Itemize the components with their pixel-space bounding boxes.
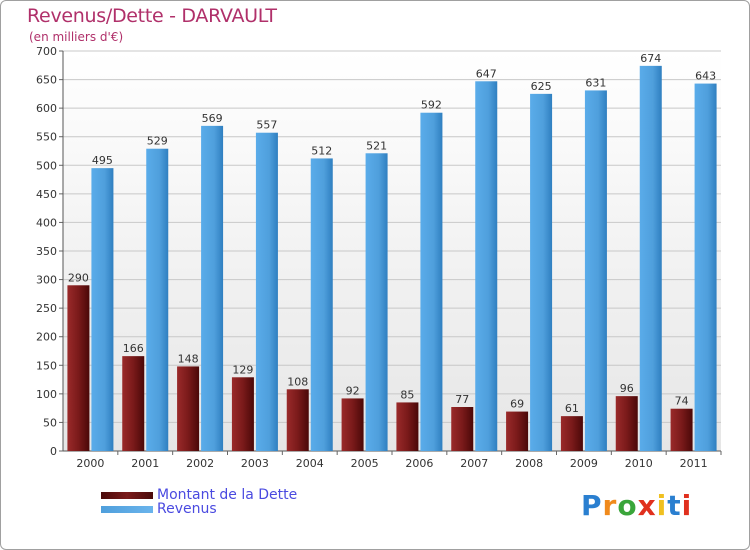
data-label-dette: 61: [565, 402, 579, 415]
bar-revenus: [639, 65, 662, 451]
data-label-dette: 290: [68, 271, 89, 284]
y-tick-label: 200: [36, 331, 57, 344]
y-tick-label: 0: [50, 445, 57, 458]
logo-letter: o: [617, 489, 638, 522]
data-label-revenus: 512: [311, 144, 332, 157]
data-label-revenus: 625: [531, 80, 552, 93]
logo-letter: r: [602, 489, 618, 522]
data-label-revenus: 529: [147, 135, 168, 148]
x-tick-label: 2007: [460, 457, 488, 470]
data-label-revenus: 592: [421, 99, 442, 112]
y-tick-label: 500: [36, 159, 57, 172]
chart-subtitle: (en milliers d'€): [29, 30, 124, 44]
bar-dette: [451, 407, 474, 451]
logo-letter: P: [581, 489, 603, 522]
y-tick-label: 150: [36, 359, 57, 372]
data-label-dette: 108: [287, 375, 308, 388]
chart-title: Revenus/Dette - DARVAULT: [27, 5, 277, 27]
bar-dette: [506, 411, 529, 451]
bar-revenus: [584, 90, 607, 451]
bar-dette: [67, 285, 90, 451]
logo-letter: i: [656, 489, 668, 522]
x-tick-label: 2001: [131, 457, 159, 470]
bar-revenus: [475, 81, 498, 452]
bar-revenus: [310, 158, 333, 451]
bar-revenus: [365, 153, 388, 452]
y-tick-label: 450: [36, 188, 57, 201]
bar-revenus: [146, 148, 169, 451]
x-tick-label: 2006: [405, 457, 433, 470]
legend-item-revenus: Revenus: [101, 501, 217, 517]
bar-dette: [341, 398, 364, 451]
legend-swatch-revenus: [101, 505, 153, 513]
bar-revenus: [201, 125, 224, 451]
data-label-dette: 74: [675, 395, 689, 408]
x-tick-label: 2003: [241, 457, 269, 470]
bar-revenus: [530, 93, 553, 451]
legend-label-revenus: Revenus: [157, 501, 217, 517]
bar-revenus: [694, 83, 717, 452]
data-label-revenus: 647: [476, 67, 497, 80]
x-tick-label: 2010: [625, 457, 653, 470]
data-label-revenus: 643: [695, 70, 716, 83]
y-tick-label: 250: [36, 302, 57, 315]
data-label-dette: 129: [232, 363, 253, 376]
y-tick-label: 100: [36, 388, 57, 401]
data-label-dette: 166: [123, 342, 144, 355]
x-tick-label: 2011: [680, 457, 708, 470]
bar-dette: [615, 396, 638, 451]
data-label-dette: 148: [178, 352, 199, 365]
legend-label-dette: Montant de la Dette: [157, 487, 298, 503]
data-label-revenus: 569: [202, 112, 223, 125]
bar-dette: [286, 389, 309, 451]
data-label-dette: 96: [620, 382, 634, 395]
x-tick-label: 2004: [296, 457, 324, 470]
x-tick-label: 2008: [515, 457, 543, 470]
y-tick-label: 650: [36, 74, 57, 87]
data-label-dette: 85: [400, 388, 414, 401]
bar-dette: [560, 416, 583, 451]
y-tick-label: 700: [36, 45, 57, 58]
bar-dette: [670, 408, 693, 451]
y-tick-label: 350: [36, 245, 57, 258]
data-label-revenus: 521: [366, 139, 387, 152]
logo-letter: i: [681, 489, 693, 522]
bar-dette: [177, 366, 200, 451]
bar-revenus: [420, 112, 443, 451]
proxiti-logo: Proxiti: [581, 489, 692, 522]
data-label-revenus: 495: [92, 154, 113, 167]
bar-dette: [122, 356, 145, 451]
bar-revenus: [255, 132, 278, 451]
data-label-dette: 69: [510, 398, 524, 411]
x-tick-label: 2000: [76, 457, 104, 470]
logo-letter: t: [667, 489, 682, 522]
y-tick-label: 400: [36, 216, 57, 229]
x-tick-label: 2005: [351, 457, 379, 470]
y-tick-label: 550: [36, 131, 57, 144]
data-label-revenus: 557: [256, 119, 277, 132]
legend-swatch-dette: [101, 491, 153, 499]
y-tick-label: 600: [36, 102, 57, 115]
data-label-revenus: 631: [585, 76, 606, 89]
data-label-revenus: 674: [640, 52, 661, 65]
data-label-dette: 77: [455, 393, 469, 406]
x-tick-label: 2002: [186, 457, 214, 470]
bar-dette: [396, 402, 419, 451]
bar-revenus: [91, 168, 114, 451]
logo-letter: x: [637, 489, 657, 522]
bar-dette: [231, 377, 254, 451]
y-tick-label: 50: [43, 416, 57, 429]
data-label-dette: 92: [346, 384, 360, 397]
y-tick-label: 300: [36, 274, 57, 287]
x-tick-label: 2009: [570, 457, 598, 470]
legend-item-dette: Montant de la Dette: [101, 487, 297, 503]
